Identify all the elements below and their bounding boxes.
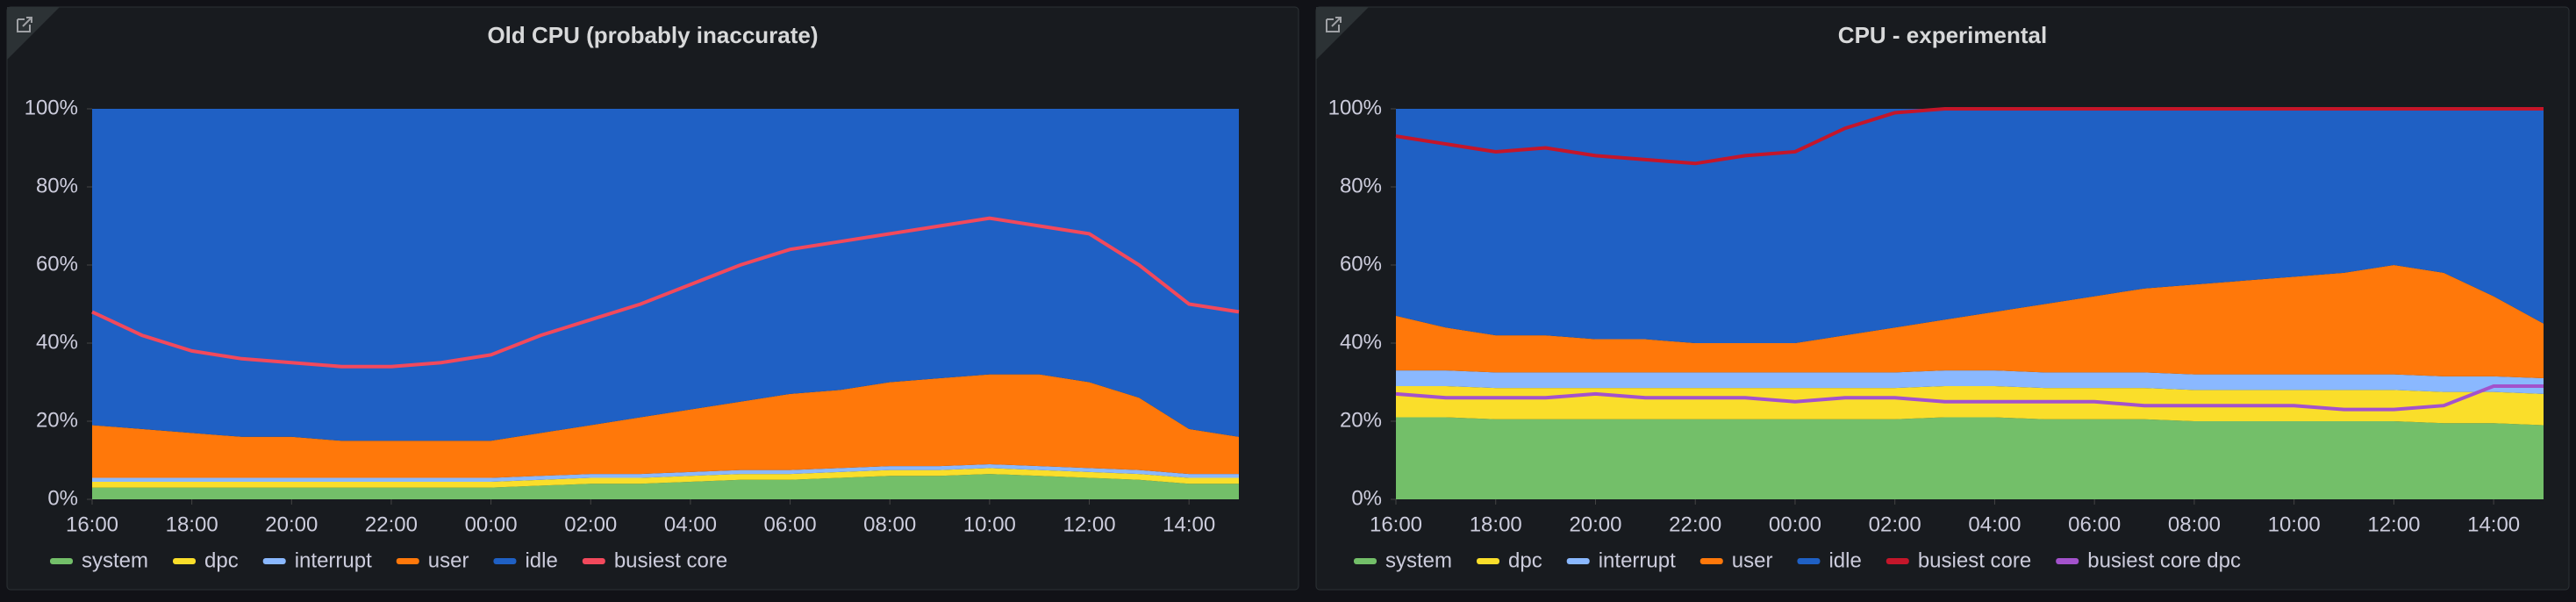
x-tick-label: 00:00 xyxy=(1769,512,1821,536)
legend-swatch xyxy=(2056,558,2079,564)
legend-label: dpc xyxy=(1508,548,1542,572)
x-tick-label: 06:00 xyxy=(764,512,817,536)
legend-label: user xyxy=(1732,548,1773,572)
legend-swatch xyxy=(262,558,286,564)
x-tick-label: 08:00 xyxy=(2168,512,2221,536)
y-tick-label: 40% xyxy=(1340,330,1382,354)
x-tick-label: 10:00 xyxy=(963,512,1016,536)
legend-swatch xyxy=(493,558,517,564)
legend-swatch xyxy=(1699,558,1723,564)
line xyxy=(1395,107,2544,166)
legend-label: idle xyxy=(525,548,557,572)
y-tick-label: 80% xyxy=(1340,174,1382,197)
x-tick-label: 02:00 xyxy=(1869,512,1921,536)
legend-swatch xyxy=(396,558,419,564)
legend-label: dpc xyxy=(204,548,239,572)
legend-label: interrupt xyxy=(1599,548,1676,572)
y-tick-label: 0% xyxy=(1351,486,1382,510)
legend-swatch xyxy=(582,558,605,564)
x-tick-label: 14:00 xyxy=(1163,512,1215,536)
x-tick-label: 16:00 xyxy=(66,512,118,536)
stacked-area xyxy=(1396,417,2544,499)
legend-label: user xyxy=(428,548,469,572)
x-tick-label: 02:00 xyxy=(564,512,617,536)
y-tick-label: 40% xyxy=(36,330,78,354)
stacked-area xyxy=(92,474,1239,499)
stacked-area xyxy=(92,109,1239,441)
y-tick-label: 20% xyxy=(36,408,78,432)
legend-label: busiest core xyxy=(1918,548,2031,572)
legend-swatch xyxy=(1477,558,1500,564)
x-tick-label: 18:00 xyxy=(1470,512,1522,536)
stacked-area xyxy=(92,374,1239,478)
legend-swatch xyxy=(1885,558,1909,564)
x-tick-label: 04:00 xyxy=(1968,512,2021,536)
x-tick-label: 20:00 xyxy=(265,512,318,536)
line xyxy=(1395,383,2544,412)
y-tick-label: 20% xyxy=(1340,408,1382,432)
stacked-area xyxy=(1396,370,2544,394)
y-tick-label: 60% xyxy=(36,252,78,276)
x-tick-label: 10:00 xyxy=(2268,512,2321,536)
x-tick-label: 22:00 xyxy=(1669,512,1721,536)
legend-label: interrupt xyxy=(295,548,372,572)
legend-label: system xyxy=(1385,548,1452,572)
y-tick-label: 60% xyxy=(1340,252,1382,276)
panel-title: CPU - experimental xyxy=(1838,22,2047,48)
legend-swatch xyxy=(1797,558,1821,564)
x-tick-label: 18:00 xyxy=(166,512,218,536)
y-tick-label: 100% xyxy=(1328,96,1382,119)
x-tick-label: 16:00 xyxy=(1370,512,1422,536)
link-icon[interactable] xyxy=(17,17,32,32)
line xyxy=(91,216,1240,369)
x-tick-label: 06:00 xyxy=(2068,512,2121,536)
legend-swatch xyxy=(50,558,73,564)
x-tick-label: 14:00 xyxy=(2467,512,2520,536)
stacked-area xyxy=(1396,109,2544,343)
legend-swatch xyxy=(1354,558,1377,564)
stacked-area xyxy=(92,463,1239,482)
x-tick-label: 08:00 xyxy=(863,512,916,536)
legend-swatch xyxy=(1566,558,1590,564)
x-tick-label: 12:00 xyxy=(1063,512,1115,536)
x-tick-label: 20:00 xyxy=(1569,512,1621,536)
stacked-area xyxy=(92,468,1239,488)
x-tick-label: 12:00 xyxy=(2367,512,2420,536)
y-tick-label: 100% xyxy=(25,96,78,119)
panel-title: Old CPU (probably inaccurate) xyxy=(487,22,818,48)
link-icon[interactable] xyxy=(1326,17,1342,32)
y-tick-label: 80% xyxy=(36,174,78,197)
legend-label: idle xyxy=(1828,548,1861,572)
x-tick-label: 04:00 xyxy=(664,512,717,536)
x-tick-label: 22:00 xyxy=(365,512,418,536)
stacked-area xyxy=(1396,385,2544,426)
legend-label: system xyxy=(82,548,148,572)
legend-label: busiest core dpc xyxy=(2087,548,2241,572)
y-tick-label: 0% xyxy=(47,486,78,510)
x-tick-label: 00:00 xyxy=(465,512,518,536)
legend-swatch xyxy=(173,558,197,564)
stacked-area xyxy=(1396,265,2544,379)
legend-label: busiest core xyxy=(614,548,727,572)
